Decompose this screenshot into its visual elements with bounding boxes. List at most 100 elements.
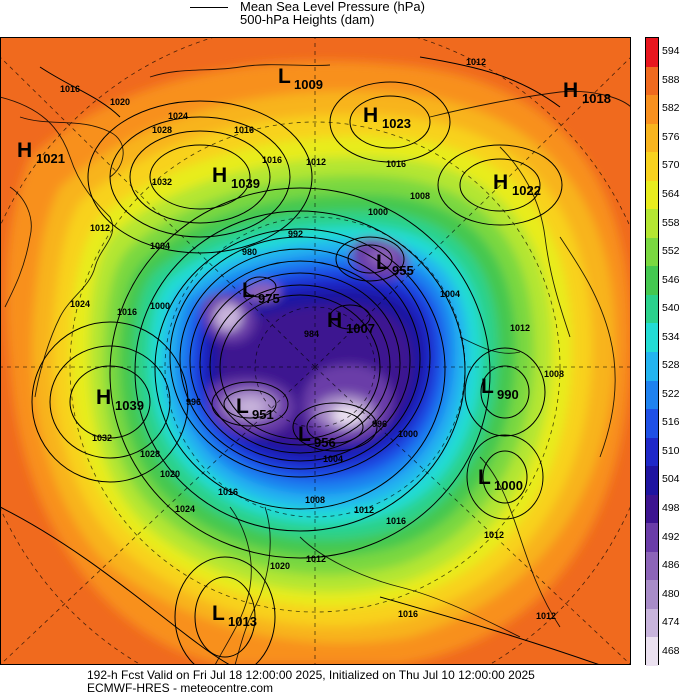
low-pressure-center-1000: L 1000 — [478, 466, 523, 493]
svg-text:951: 951 — [252, 407, 274, 422]
isobar-label-1000-n: 1000 — [368, 207, 388, 217]
colorbar-tick-label: 558 — [662, 216, 680, 229]
isobar-label-1016-w: 1016 — [117, 307, 137, 317]
isobar-label-1016-far-s: 1016 — [398, 609, 418, 619]
colorbar-tick-label: 522 — [662, 387, 680, 400]
isobar-label-1004-se: 1004 — [323, 454, 343, 464]
isobar-label-1012-w: 1012 — [90, 223, 110, 233]
colorbar-segment — [646, 66, 658, 96]
isobar-label-1000-w: 1000 — [150, 301, 170, 311]
svg-text:L: L — [478, 466, 491, 489]
isobar-label-1028: 1028 — [152, 125, 172, 135]
svg-text:H: H — [96, 386, 111, 409]
colorbar-segment — [646, 580, 658, 610]
colorbar-segment — [646, 38, 658, 68]
band-474-east — [332, 405, 364, 425]
colorbar-segment — [646, 123, 658, 153]
model-source-text: ECMWF-HRES - meteocentre.com — [87, 681, 274, 695]
high-pressure-center-1018: H 1018 — [563, 79, 611, 106]
band-474-west — [236, 399, 264, 415]
colorbar-tick-label: 474 — [662, 616, 680, 629]
colorbar-tick-label: 468 — [662, 644, 680, 657]
colorbar-segment — [646, 494, 658, 524]
svg-text:L: L — [481, 375, 494, 398]
high-pressure-center-1023: H 1023 — [363, 104, 411, 131]
svg-text:1039: 1039 — [231, 176, 260, 191]
svg-text:H: H — [563, 79, 578, 102]
isobar-label-1012-s2: 1012 — [354, 505, 374, 515]
latitude-circles — [0, 37, 631, 665]
isobar-label-1032: 1032 — [152, 177, 172, 187]
isobar-label-1016-se: 1016 — [386, 516, 406, 526]
colorbar-tick-label: 516 — [662, 416, 680, 429]
colorbar-segment — [646, 608, 658, 638]
isobar-label-1032-w: 1032 — [92, 433, 112, 443]
isobar-label-1028-w: 1028 — [140, 449, 160, 459]
forecast-valid-text: 192-h Fcst Valid on Fri Jul 18 12:00:00 … — [87, 668, 535, 682]
colorbar-tick-label: 510 — [662, 444, 680, 457]
low-pressure-center-956: L 956 — [298, 423, 336, 450]
colorbar-segment — [646, 409, 658, 439]
isobar-label-1016-nw: 1016 — [60, 84, 80, 94]
svg-text:1018: 1018 — [582, 91, 611, 106]
high-pressure-center-1039-north: H 1039 — [212, 164, 260, 191]
svg-text:H: H — [493, 171, 508, 194]
isobar-label-1012-se: 1012 — [484, 530, 504, 540]
colorbar-segment — [646, 437, 658, 467]
isobar-label-1012-n: 1012 — [306, 157, 326, 167]
low-pressure-center-1009: L 1009 — [278, 65, 323, 92]
isobar-label-984: 984 — [304, 329, 319, 339]
low-pressure-center-1013: L 1013 — [212, 602, 257, 629]
svg-text:1013: 1013 — [228, 614, 257, 629]
isobar-label-1024: 1024 — [168, 111, 188, 121]
isobars — [0, 56, 601, 665]
svg-text:1007: 1007 — [346, 321, 375, 336]
pressure-centers: H 1021 H 1039 H 1023 H 1018 H 1022 H 103… — [17, 65, 611, 629]
svg-text:1023: 1023 — [382, 116, 411, 131]
colorbar-segment — [646, 523, 658, 553]
coastlines — [0, 64, 631, 665]
svg-text:1009: 1009 — [294, 77, 323, 92]
colorbar-tick-label: 534 — [662, 330, 680, 343]
colorbar-segment — [646, 95, 658, 125]
low-pressure-center-955: L 955 — [376, 251, 414, 278]
isobar-label-1016-n2: 1016 — [262, 155, 282, 165]
isobar-labels: 1016 1020 1024 1028 1032 1012 1004 1016 … — [60, 57, 564, 621]
isobar-label-1012-e: 1012 — [510, 323, 530, 333]
colorbar-tick-label: 498 — [662, 502, 680, 514]
colorbar-segment — [646, 209, 658, 239]
colorbar-segment — [646, 180, 658, 210]
legend-heights-label: 500-hPa Heights (dam) — [240, 12, 375, 27]
colorbar-tick-label: 492 — [662, 530, 680, 543]
low-pressure-center-990: L 990 — [481, 375, 519, 402]
svg-text:975: 975 — [258, 291, 280, 306]
isobar-label-1012-far-se: 1012 — [536, 611, 556, 621]
colorbar-tick-label: 588 — [662, 73, 680, 86]
high-pressure-center-1021: H 1021 — [17, 139, 65, 166]
svg-text:H: H — [212, 164, 227, 187]
svg-text:H: H — [363, 104, 378, 127]
legend-line-sample — [190, 7, 228, 8]
isobar-label-980: 980 — [242, 247, 257, 257]
isobar-label-1000-e: 1000 — [398, 429, 418, 439]
colorbar-segment — [646, 294, 658, 324]
colorbar-segment — [646, 352, 658, 382]
svg-text:990: 990 — [497, 387, 519, 402]
isobar-label-1012-s: 1012 — [306, 554, 326, 564]
colorbar-tick-label: 528 — [662, 359, 680, 372]
isobar-label-1024-w: 1024 — [70, 299, 90, 309]
svg-text:L: L — [298, 423, 311, 446]
colorbar-tick-label: 480 — [662, 587, 680, 600]
isobar-label-1016-ne: 1016 — [386, 159, 406, 169]
svg-text:H: H — [327, 309, 342, 332]
colorbar-segment — [646, 152, 658, 182]
colorbar-tick-label: 540 — [662, 302, 680, 315]
isobar-label-1020-sw: 1020 — [160, 469, 180, 479]
svg-text:1039: 1039 — [115, 398, 144, 413]
isobar-label-992-n: 992 — [288, 229, 303, 239]
isobar-label-1016-s: 1016 — [218, 487, 238, 497]
colorbar-segment — [646, 380, 658, 410]
svg-text:L: L — [236, 395, 249, 418]
map-frame — [0, 37, 631, 665]
colorbar-segment — [646, 237, 658, 267]
